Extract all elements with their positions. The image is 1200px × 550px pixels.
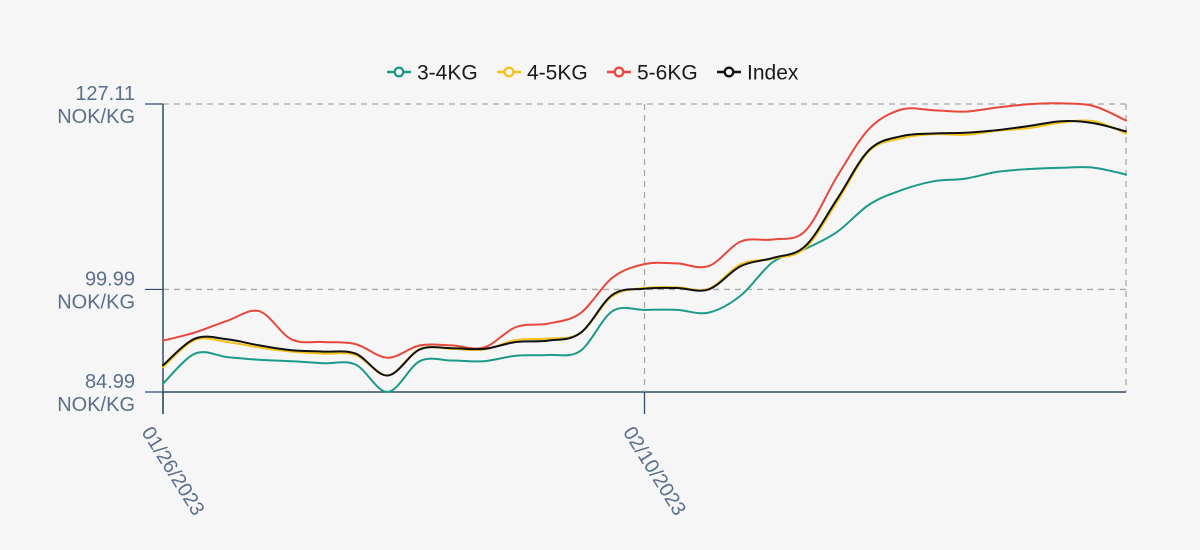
series-line-index [162, 120, 1127, 377]
legend-item-5-6kg: 5-6KG [607, 62, 698, 85]
axes: 127.11NOK/KG99.99NOK/KG84.99NOK/KG01/26/… [57, 83, 690, 520]
y-tick-label: 127.11 [75, 83, 135, 105]
legend-marker [613, 66, 625, 78]
legend-item-3-4kg: 3-4KG [387, 62, 478, 85]
x-tick-label: 01/26/2023 [137, 423, 209, 520]
y-tick-unit: NOK/KG [57, 394, 135, 416]
legend-label: 3-4KG [417, 62, 478, 85]
legend-label: 5-6KG [637, 62, 698, 85]
y-tick-unit: NOK/KG [57, 291, 135, 313]
legend: 3-4KG 4-5KG 5-6KG Index [387, 62, 799, 85]
legend-label: Index [747, 62, 799, 85]
legend-item-4-5kg: 4-5KG [497, 62, 588, 85]
legend-marker [393, 66, 405, 78]
legend-marker [503, 66, 515, 78]
legend-marker [723, 66, 735, 78]
series-line-3-4kg [162, 166, 1127, 393]
grid [163, 103, 1127, 393]
x-tick-label: 02/10/2023 [618, 423, 690, 520]
y-tick-label: 99.99 [85, 268, 135, 290]
series-line-5-6kg [162, 102, 1127, 359]
y-tick-unit: NOK/KG [57, 106, 135, 128]
y-tick-label: 84.99 [85, 371, 135, 393]
legend-label: 4-5KG [527, 62, 588, 85]
legend-item-index: Index [717, 62, 799, 85]
series-lines [162, 102, 1127, 393]
